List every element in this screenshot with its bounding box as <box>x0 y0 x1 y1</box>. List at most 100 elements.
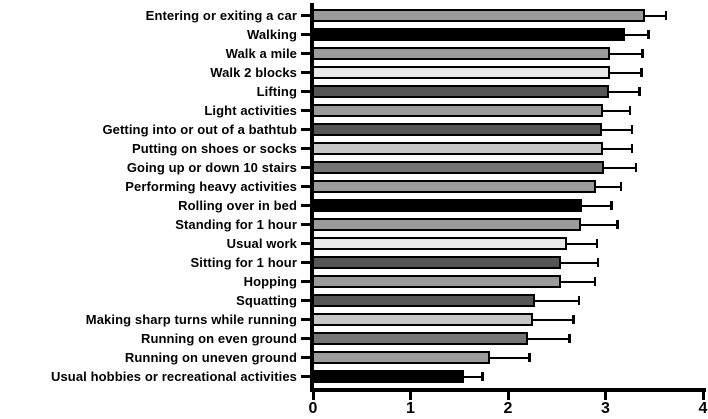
bar <box>310 104 603 117</box>
y-axis-tick <box>301 204 311 207</box>
error-bar-cap <box>577 296 581 305</box>
error-bar <box>527 337 570 340</box>
error-bar <box>560 280 595 283</box>
bar <box>310 199 583 212</box>
bar <box>310 66 611 79</box>
category-label: Making sharp turns while running <box>85 312 297 327</box>
error-bar-cap <box>630 144 634 153</box>
x-axis-tick-label: 3 <box>601 400 610 417</box>
y-axis-tick <box>301 71 311 74</box>
error-bar <box>610 71 642 74</box>
error-bar <box>560 261 598 264</box>
error-bar <box>603 166 636 169</box>
bar <box>310 180 596 193</box>
category-label: Usual work <box>226 236 297 251</box>
error-bar-cap <box>481 372 484 381</box>
category-label: Standing for 1 hour <box>175 217 297 232</box>
error-bar <box>602 109 630 112</box>
x-axis-tick <box>506 392 510 400</box>
y-axis-tick <box>301 52 311 55</box>
error-bar <box>533 318 574 321</box>
category-label: Putting on shoes or socks <box>131 141 297 156</box>
bar <box>310 351 491 364</box>
error-bar <box>581 223 618 226</box>
bar <box>310 370 465 383</box>
bar <box>310 123 602 136</box>
error-bar <box>625 33 649 36</box>
error-bar <box>602 147 632 150</box>
y-axis-tick <box>301 375 311 378</box>
error-bar-cap <box>647 30 650 39</box>
error-bar <box>610 52 643 55</box>
bar <box>310 85 610 98</box>
error-bar-cap <box>610 201 613 210</box>
y-axis-tick <box>301 33 311 36</box>
error-bar-cap <box>630 125 634 134</box>
error-bar <box>582 204 612 207</box>
error-bar <box>567 242 597 245</box>
x-axis-tick-label: 1 <box>406 400 415 417</box>
error-bar <box>595 185 622 188</box>
error-bar-cap <box>616 220 619 229</box>
error-bar <box>609 90 640 93</box>
error-bar-cap <box>568 334 571 343</box>
x-axis-line <box>310 388 706 392</box>
x-axis-tick-label: 4 <box>698 400 708 417</box>
y-axis-tick <box>301 318 311 321</box>
bar <box>310 294 536 307</box>
y-axis-tick <box>301 147 311 150</box>
bar <box>310 142 603 155</box>
category-label: Walking <box>246 27 297 42</box>
y-axis-tick <box>301 128 311 131</box>
category-label: Running on uneven ground <box>124 350 297 365</box>
x-axis-tick-label: 2 <box>503 400 513 417</box>
y-axis-line <box>310 3 314 392</box>
x-axis-tick <box>311 392 315 400</box>
y-axis-tick <box>301 185 311 188</box>
y-axis-tick <box>301 223 311 226</box>
error-bar-cap <box>641 49 644 58</box>
category-label: Going up or down 10 stairs <box>126 160 297 175</box>
error-bar <box>464 375 483 378</box>
category-label: Walk a mile <box>225 46 297 61</box>
error-bar-cap <box>638 87 641 96</box>
category-label: Lifting <box>256 84 297 99</box>
error-bar-cap <box>593 277 597 286</box>
error-bar-cap <box>634 163 638 172</box>
category-label: Sitting for 1 hour <box>190 255 297 270</box>
bar <box>310 47 611 60</box>
bar <box>310 313 534 326</box>
error-bar-cap <box>528 353 531 362</box>
error-bar-cap <box>596 258 599 267</box>
error-bar-cap <box>628 106 632 115</box>
y-axis-tick <box>301 299 311 302</box>
error-bar-cap <box>664 11 668 20</box>
error-bar-cap <box>595 239 599 248</box>
bar <box>310 275 561 288</box>
category-label: Rolling over in bed <box>178 198 297 213</box>
category-label: Walk 2 blocks <box>210 65 297 80</box>
category-label: Entering or exiting a car <box>145 8 297 23</box>
y-axis-tick <box>301 90 311 93</box>
error-bar <box>645 14 666 17</box>
bar <box>310 256 561 269</box>
y-axis-tick <box>301 166 311 169</box>
bar <box>310 218 582 231</box>
error-bar <box>490 356 530 359</box>
error-bar-cap <box>619 182 623 191</box>
x-axis-tick <box>701 392 705 400</box>
category-label: Usual hobbies or recreational activities <box>50 369 297 384</box>
bar <box>310 161 604 174</box>
category-label: Performing heavy activities <box>125 179 297 194</box>
category-label: Hopping <box>243 274 297 289</box>
x-axis-tick-label: 0 <box>308 400 318 417</box>
error-bar <box>535 299 580 302</box>
bar <box>310 28 625 41</box>
x-axis-tick <box>604 392 607 400</box>
y-axis-tick <box>301 261 311 264</box>
y-axis-tick <box>301 280 311 283</box>
category-label: Squatting <box>236 293 297 308</box>
category-label: Running on even ground <box>140 331 297 346</box>
x-axis-tick <box>409 392 412 400</box>
